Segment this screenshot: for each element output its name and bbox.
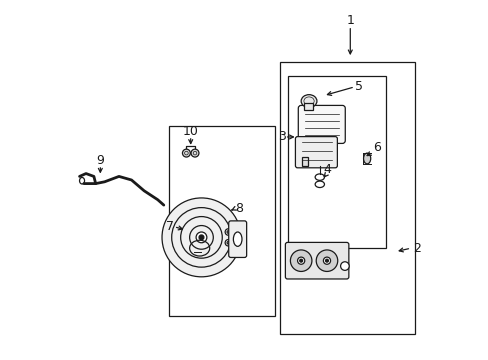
Bar [169,126,274,316]
Text: 5: 5 [354,80,363,93]
Circle shape [199,235,203,240]
Bar [287,76,386,248]
Bar [280,62,414,334]
Circle shape [191,149,199,157]
Text: 8: 8 [235,202,243,215]
FancyBboxPatch shape [295,136,337,168]
Ellipse shape [233,232,242,246]
Text: 9: 9 [96,154,104,167]
Circle shape [224,239,231,246]
Text: 3: 3 [277,130,285,144]
Circle shape [196,232,206,243]
Circle shape [325,259,328,262]
Circle shape [316,250,337,271]
Circle shape [162,198,241,277]
Text: 1: 1 [346,14,353,27]
Circle shape [323,257,330,264]
Text: 2: 2 [412,242,421,255]
Bar [301,157,308,166]
Circle shape [182,149,190,157]
Circle shape [290,250,311,271]
Text: 7: 7 [166,220,174,233]
FancyBboxPatch shape [298,105,345,143]
Circle shape [297,257,304,264]
FancyBboxPatch shape [285,242,348,279]
Circle shape [224,229,231,235]
Text: 4: 4 [323,163,330,176]
Ellipse shape [363,153,370,164]
Ellipse shape [80,177,84,184]
Text: 6: 6 [372,141,380,154]
Ellipse shape [301,95,316,108]
Circle shape [299,259,302,262]
Text: 10: 10 [183,125,198,138]
Circle shape [340,262,348,270]
FancyBboxPatch shape [228,221,246,257]
Bar [304,103,313,110]
